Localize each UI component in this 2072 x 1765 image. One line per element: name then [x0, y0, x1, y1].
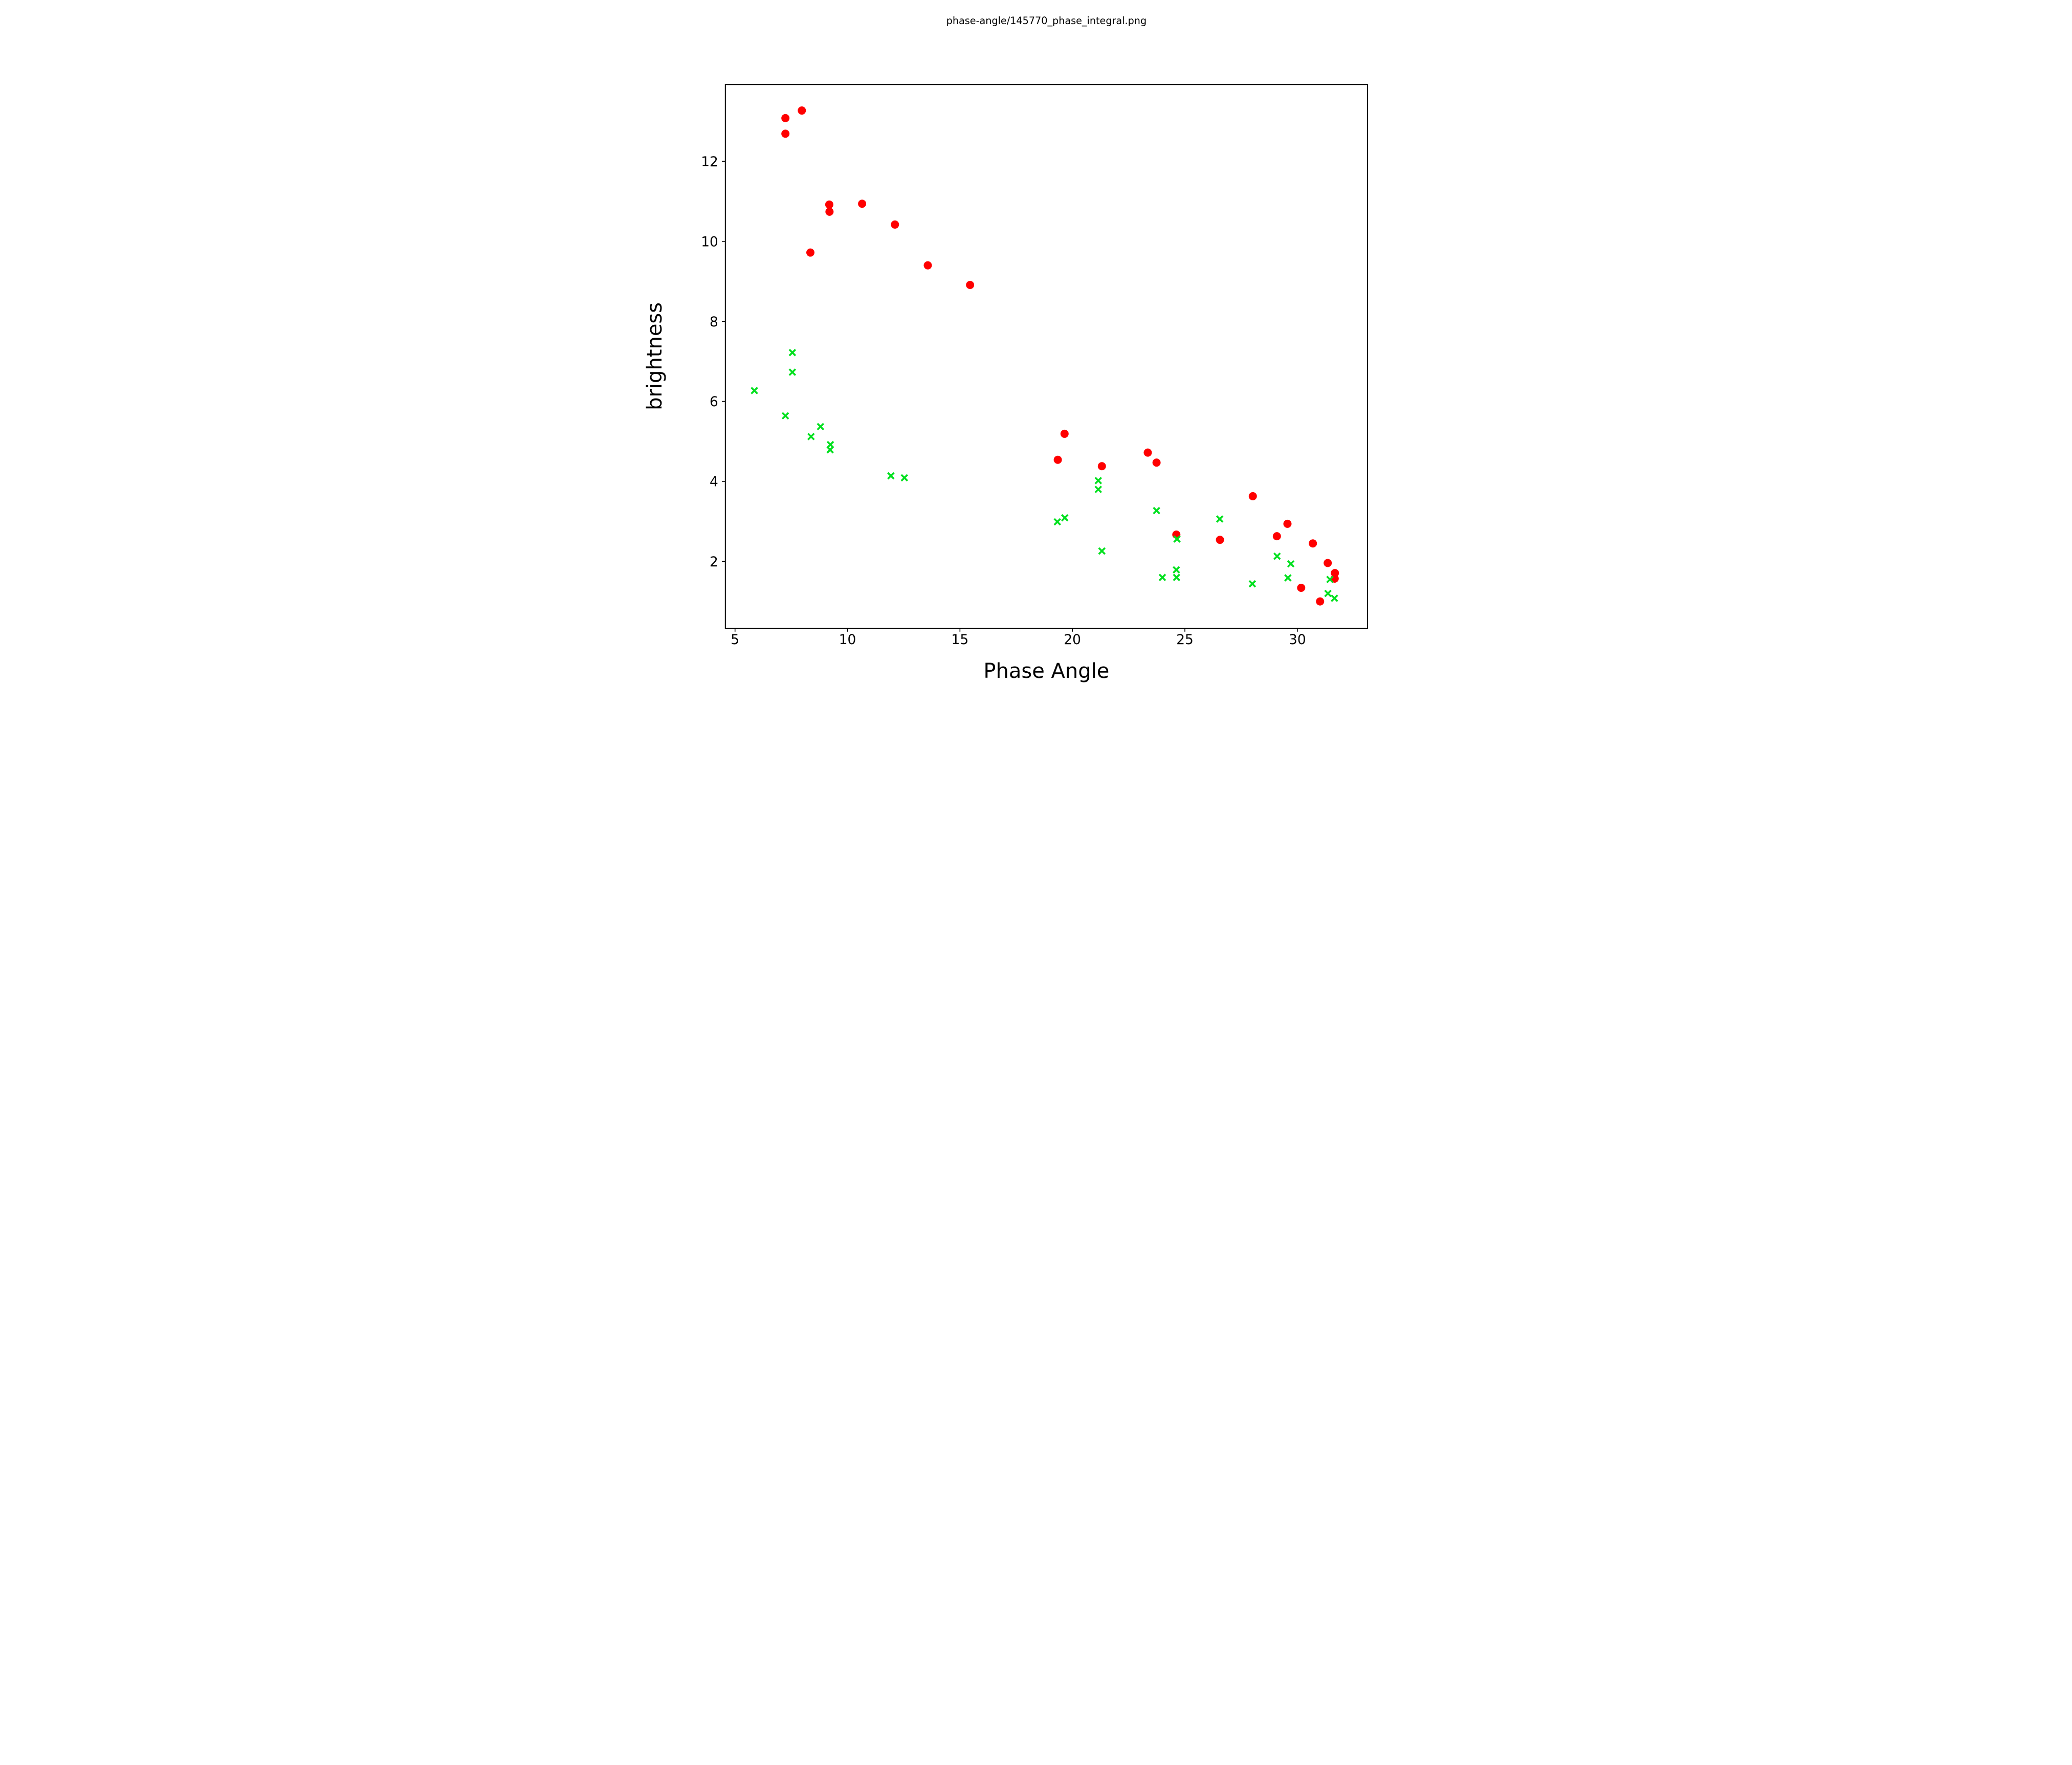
plot-border	[724, 84, 1368, 629]
red-dot-marker	[781, 129, 790, 138]
red-dot-marker	[798, 106, 806, 115]
y-tick-label: 12	[701, 154, 718, 170]
red-dot-marker	[923, 261, 932, 270]
x-tick-label: 25	[1176, 632, 1194, 648]
red-dot-marker	[1143, 448, 1152, 457]
green-x-marker	[1053, 518, 1061, 526]
green-x-marker	[1248, 580, 1257, 588]
x-tick-label: 15	[952, 632, 969, 648]
red-dot-marker	[1053, 455, 1062, 464]
y-axis-label: brightness	[643, 302, 667, 410]
x-tick-label: 20	[1064, 632, 1081, 648]
red-dot-marker	[825, 200, 833, 209]
scatter-plot: phase-angle/145770_phase_integral.png 5 1…	[622, 0, 1450, 706]
red-dot-marker	[1272, 532, 1281, 541]
green-x-marker	[817, 423, 825, 431]
y-tick-label: 4	[710, 474, 718, 490]
green-x-marker	[1284, 574, 1292, 582]
green-x-marker	[1094, 477, 1103, 484]
red-dot-marker	[858, 200, 867, 208]
red-dot-marker	[1324, 559, 1332, 567]
green-x-marker	[1216, 515, 1224, 523]
red-dot-marker	[1297, 584, 1306, 592]
green-x-marker	[826, 446, 834, 454]
green-x-marker	[1287, 560, 1295, 568]
y-tick-label: 2	[710, 554, 718, 570]
red-dot-marker	[1216, 536, 1224, 544]
red-dot-marker	[1309, 539, 1317, 548]
green-x-marker	[1158, 573, 1166, 581]
figure-container: phase-angle/145770_phase_integral.png 5 1…	[622, 0, 1450, 706]
x-tick-label: 30	[1289, 632, 1306, 648]
green-x-marker	[1173, 566, 1180, 574]
green-x-marker	[751, 387, 758, 394]
x-axis-label: Phase Angle	[983, 659, 1109, 683]
red-dot-marker	[891, 220, 899, 229]
y-tick-label: 8	[710, 314, 718, 330]
red-dot-marker	[1248, 492, 1257, 500]
green-x-marker	[1173, 573, 1181, 581]
y-tick-label: 6	[710, 394, 718, 410]
green-x-marker	[781, 412, 789, 420]
red-dot-marker	[806, 248, 814, 257]
red-dot-marker	[966, 281, 975, 290]
red-dot-marker	[1283, 519, 1292, 528]
red-dot-marker	[1316, 597, 1325, 606]
green-x-marker	[1153, 506, 1160, 515]
red-dot-marker	[825, 207, 834, 216]
green-x-marker	[1094, 486, 1103, 493]
red-dot-marker	[1097, 462, 1106, 471]
green-x-marker	[788, 368, 797, 376]
green-x-marker	[1331, 594, 1338, 602]
green-x-marker	[1273, 552, 1281, 560]
y-tick-label: 10	[701, 234, 718, 250]
green-x-marker	[900, 474, 909, 482]
red-dot-marker	[781, 114, 790, 122]
x-tick-label: 5	[731, 632, 739, 648]
green-x-marker	[788, 348, 797, 357]
markers-layer	[751, 106, 1339, 606]
ticks-layer: 5 10 15 20 25 30 2 4 6 8 10 12	[701, 154, 1306, 648]
green-x-marker	[1173, 535, 1181, 543]
red-dot-marker	[1152, 458, 1161, 467]
green-x-marker	[887, 472, 895, 480]
green-x-marker	[1324, 589, 1332, 598]
red-dot-marker	[1060, 429, 1069, 438]
x-tick-label: 10	[839, 632, 856, 648]
green-x-marker	[807, 433, 815, 440]
green-x-marker	[1326, 576, 1334, 583]
figure-title: phase-angle/145770_phase_integral.png	[946, 15, 1147, 27]
green-x-marker	[1061, 514, 1069, 522]
green-x-marker	[1098, 547, 1106, 555]
